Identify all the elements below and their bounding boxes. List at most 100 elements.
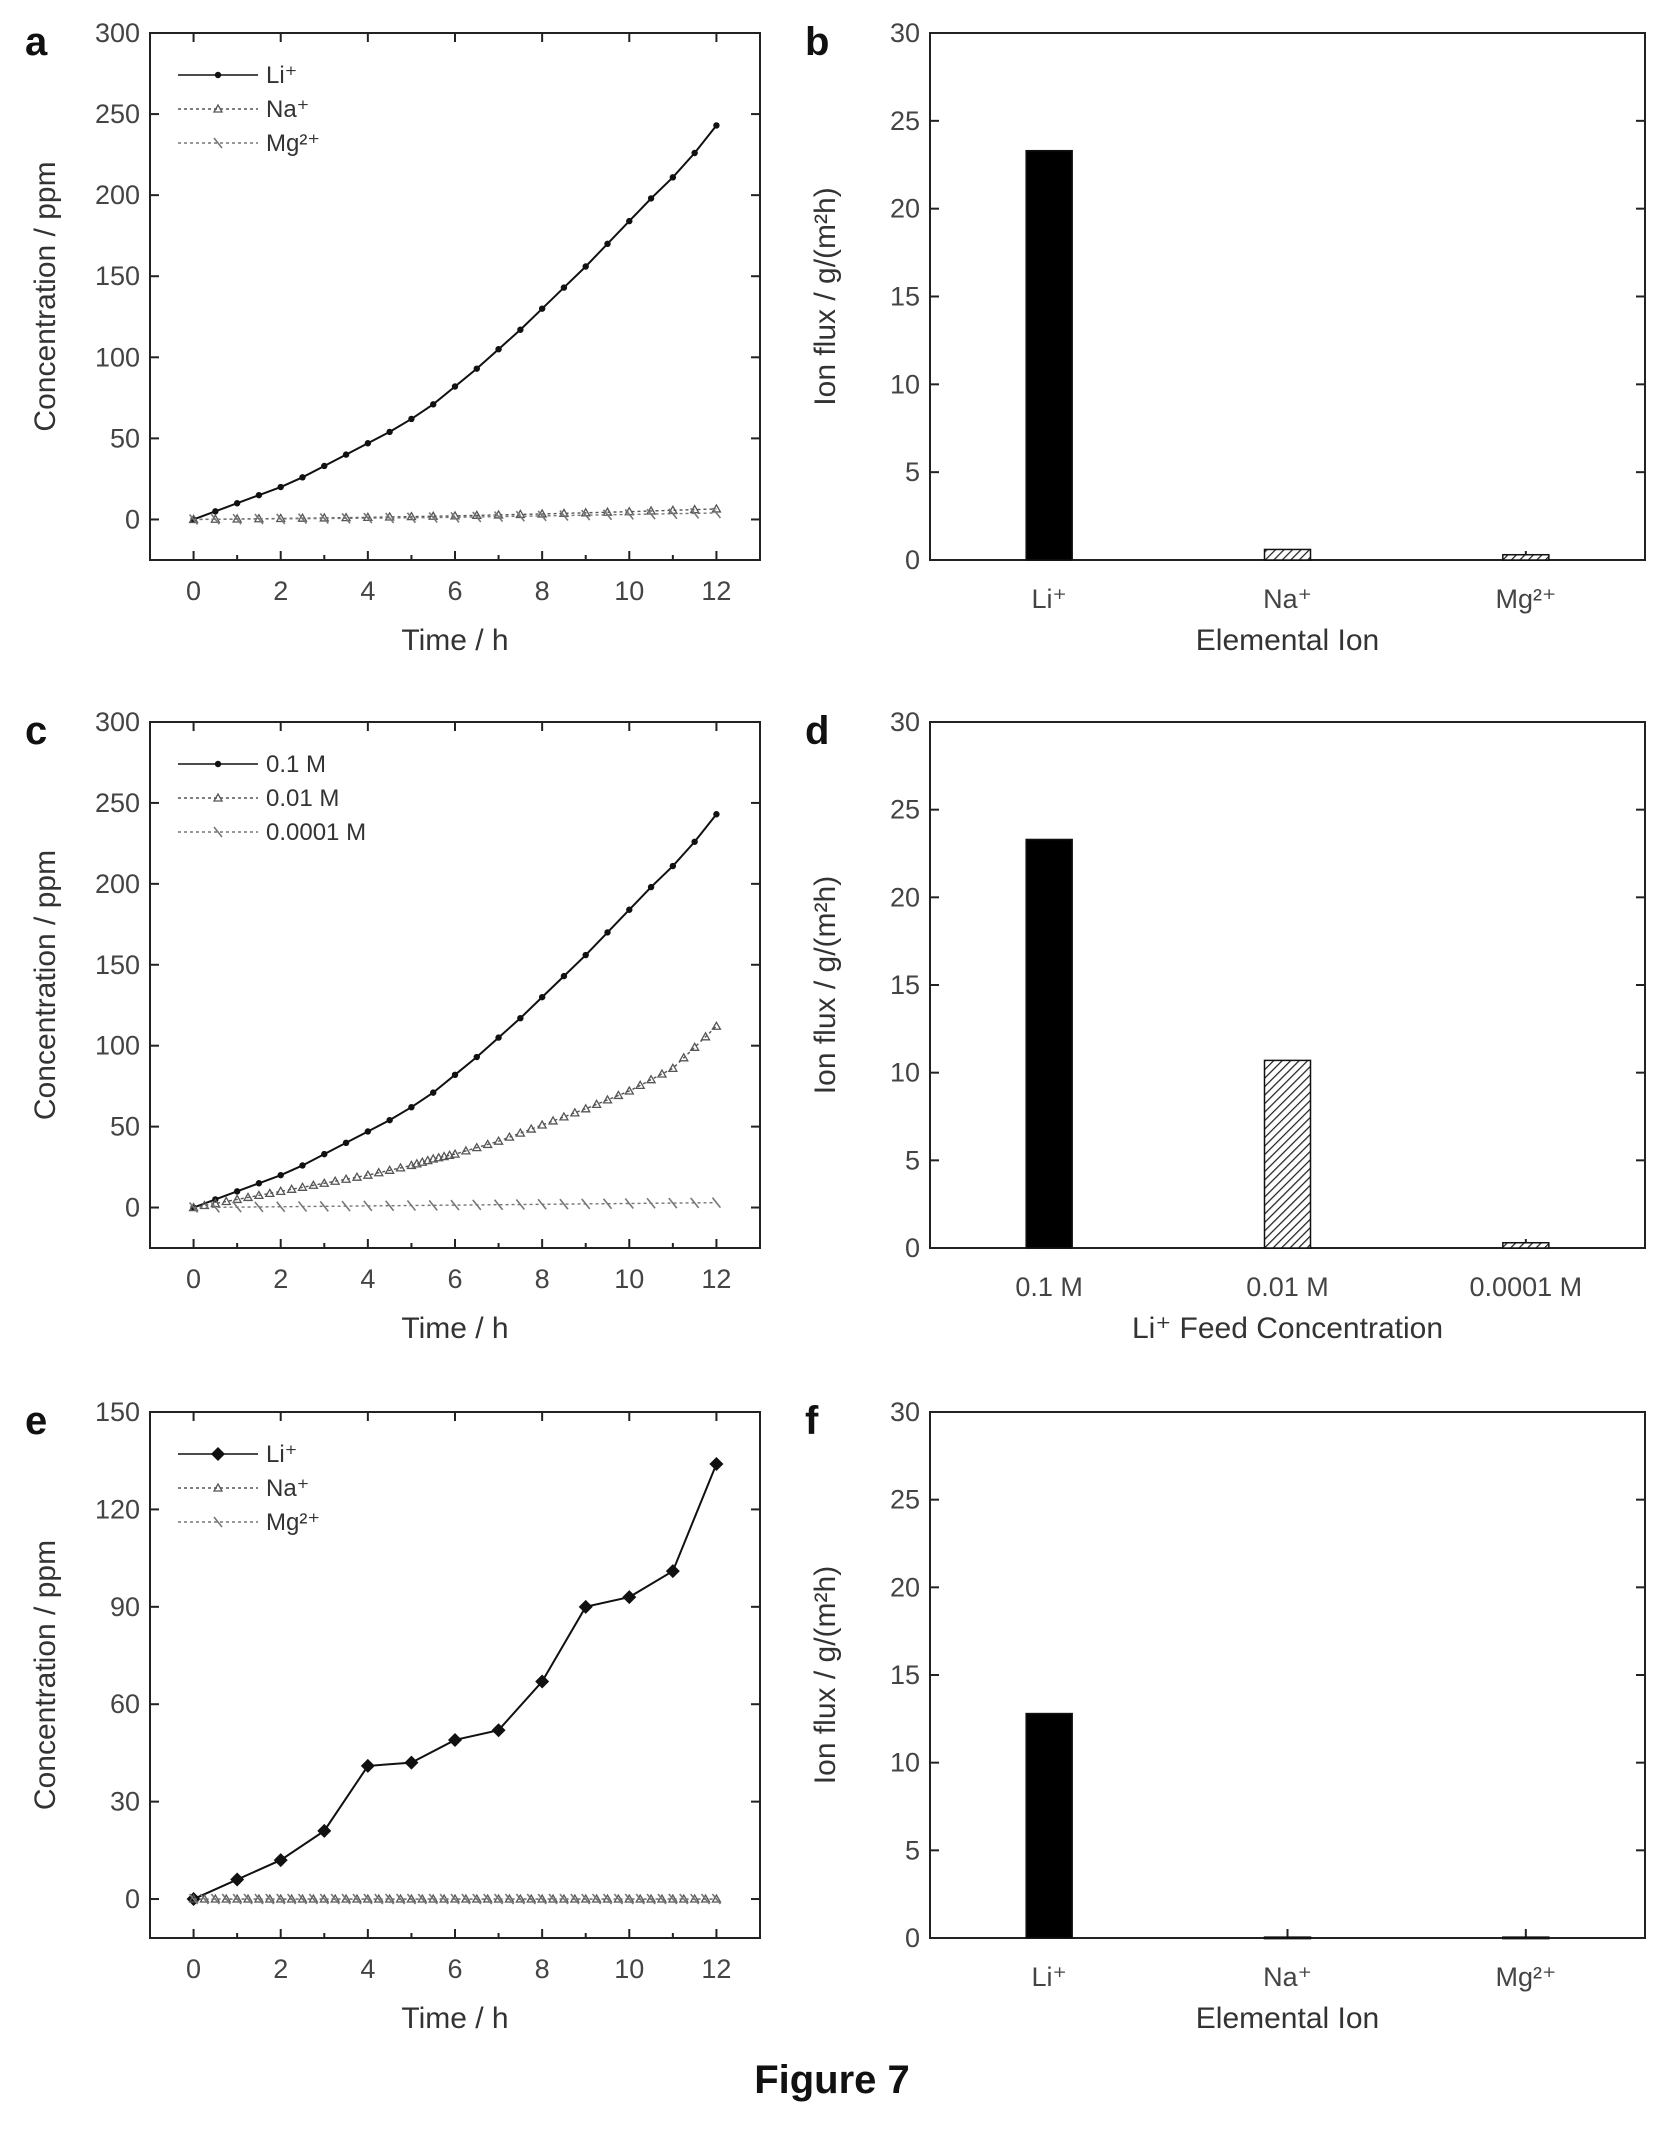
- x-tick-label: 2: [273, 1954, 288, 1984]
- y-tick-label: 90: [110, 1592, 140, 1622]
- data-point: [232, 1893, 242, 1905]
- data-point: [647, 195, 655, 202]
- bar-1: [1263, 1936, 1312, 1940]
- data-point: [297, 1893, 308, 1905]
- data-point: [230, 1872, 245, 1887]
- x-tick-label: 4: [360, 1264, 375, 1294]
- data-point: [482, 1139, 493, 1149]
- data-point: [299, 1162, 306, 1169]
- data-point: [340, 512, 352, 522]
- data-point: [493, 1199, 504, 1211]
- y-tick-label: 250: [95, 788, 140, 818]
- legend-marker: [213, 1516, 223, 1528]
- data-point: [448, 1732, 462, 1747]
- x-tick-label: 2: [273, 576, 288, 606]
- bar-0: [1025, 149, 1073, 561]
- data-point: [428, 1153, 439, 1163]
- legend-marker: [211, 1447, 225, 1461]
- data-point: [384, 1165, 395, 1174]
- series-2: [188, 507, 722, 525]
- data-point: [493, 511, 504, 523]
- data-point: [624, 1893, 634, 1905]
- data-point: [351, 1171, 363, 1181]
- legend-label: Li⁺: [266, 62, 297, 89]
- data-point: [665, 1564, 680, 1579]
- data-point: [233, 1188, 241, 1195]
- x-axis-title: Elemental Ion: [1196, 2002, 1379, 2035]
- data-point: [493, 1893, 504, 1905]
- series-0: [186, 1456, 724, 1907]
- data-point: [404, 1755, 419, 1770]
- y-tick-label: 0: [905, 1923, 920, 1953]
- data-point: [515, 1127, 526, 1137]
- y-tick-label: 20: [890, 882, 920, 912]
- data-point: [635, 1893, 645, 1905]
- data-point: [580, 1103, 591, 1113]
- panel-b: b 0 5 10 15 20 25 30 Ion flux / g/(m²h) Elemental…: [805, 18, 1646, 657]
- x-tick-label: 8: [535, 1264, 550, 1294]
- data-point: [602, 509, 613, 521]
- data-point: [613, 1893, 624, 1905]
- data-point: [679, 1893, 689, 1905]
- data-point: [255, 1180, 263, 1187]
- data-point: [559, 1893, 569, 1905]
- y-axis-title: Concentration / ppm: [29, 161, 62, 431]
- data-point: [212, 508, 219, 515]
- y-tick-label: 30: [890, 18, 920, 48]
- x-tick-label: 4: [360, 1954, 375, 1984]
- data-point: [548, 1893, 558, 1905]
- data-point: [711, 1893, 722, 1905]
- y-axis-title: Ion flux / g/(m²h): [809, 1566, 842, 1784]
- data-point: [700, 1031, 711, 1041]
- data-point: [569, 1107, 580, 1117]
- x-tick-label: 10: [614, 1954, 644, 1984]
- data-point: [342, 1139, 350, 1147]
- data-point: [232, 513, 243, 523]
- y-axis-title: Ion flux / g/(m²h): [809, 187, 842, 405]
- x-tick-label: Mg²⁺: [1495, 1962, 1556, 1992]
- y-tick-label: 25: [890, 106, 920, 136]
- legend-label: Na⁺: [266, 96, 309, 123]
- data-point: [559, 1198, 569, 1210]
- legend-label: Na⁺: [266, 1475, 309, 1502]
- panel-letter: f: [805, 1399, 819, 1443]
- bar-2: [1502, 1241, 1550, 1249]
- data-point: [451, 383, 459, 390]
- legend-label: 0.0001 M: [266, 819, 366, 846]
- panel-d: d 0 5 10 15 20 25 30 Ion flux / g/(m²h) Li⁺ Feed …: [805, 707, 1646, 1345]
- data-point: [242, 1192, 254, 1202]
- data-point: [624, 1085, 635, 1095]
- y-tick-label: 0: [125, 1884, 140, 1914]
- data-point: [602, 1094, 613, 1104]
- data-point: [276, 513, 286, 525]
- data-point: [233, 500, 241, 507]
- data-point: [591, 1893, 602, 1903]
- data-point: [308, 1893, 319, 1905]
- data-point: [668, 1197, 678, 1209]
- data-point: [406, 1893, 417, 1903]
- data-point: [713, 811, 720, 818]
- data-point: [582, 951, 589, 959]
- x-axis-title: Li⁺ Feed Concentration: [1132, 1312, 1443, 1345]
- data-point: [700, 1893, 711, 1903]
- data-point: [517, 326, 524, 333]
- data-point: [342, 451, 350, 458]
- y-tick-label: 0: [125, 1193, 140, 1223]
- data-point: [669, 862, 677, 870]
- data-point: [255, 491, 263, 499]
- data-point: [362, 1169, 373, 1179]
- x-tick-label: 0: [186, 1264, 201, 1294]
- x-tick-label: 12: [701, 1264, 731, 1294]
- x-tick-label: 4: [360, 576, 375, 606]
- plot-frame: [149, 1411, 761, 1939]
- data-point: [450, 511, 460, 523]
- data-point: [689, 1042, 700, 1051]
- data-point: [321, 462, 328, 470]
- legend: 0.1 M 0.01 M 0.0001 M: [178, 751, 366, 846]
- data-point: [297, 512, 308, 522]
- bar-1: [1263, 1059, 1312, 1249]
- data-point: [645, 1893, 657, 1903]
- x-tick-label: 6: [447, 1954, 462, 1984]
- data-point: [253, 1190, 265, 1200]
